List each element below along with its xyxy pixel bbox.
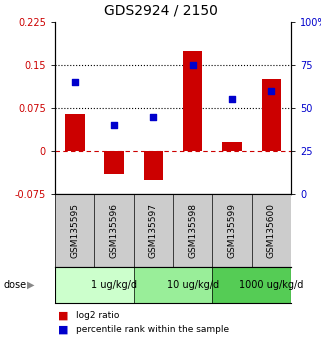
Bar <box>222 142 242 151</box>
Text: GSM135596: GSM135596 <box>109 203 118 258</box>
Bar <box>252 194 291 267</box>
Bar <box>143 151 163 180</box>
Point <box>269 88 274 93</box>
Point <box>190 62 195 68</box>
Bar <box>262 79 281 151</box>
Bar <box>94 194 134 267</box>
Text: ■: ■ <box>58 310 72 320</box>
Bar <box>65 114 84 151</box>
Text: GSM135599: GSM135599 <box>228 203 237 258</box>
Text: ▶: ▶ <box>27 280 34 290</box>
Bar <box>55 267 134 303</box>
Text: ■: ■ <box>58 325 72 335</box>
Text: dose: dose <box>3 280 26 290</box>
Bar <box>55 194 94 267</box>
Text: 1000 ug/kg/d: 1000 ug/kg/d <box>239 280 304 290</box>
Point <box>230 97 235 102</box>
Point <box>72 79 77 85</box>
Text: GSM135595: GSM135595 <box>70 203 79 258</box>
Text: GSM135597: GSM135597 <box>149 203 158 258</box>
Bar <box>134 267 212 303</box>
Bar <box>212 267 291 303</box>
Text: 1 ug/kg/d: 1 ug/kg/d <box>91 280 137 290</box>
Point <box>151 114 156 119</box>
Bar <box>212 194 252 267</box>
Text: log2 ratio: log2 ratio <box>76 311 119 320</box>
Text: GDS2924 / 2150: GDS2924 / 2150 <box>104 4 217 18</box>
Text: percentile rank within the sample: percentile rank within the sample <box>76 325 229 334</box>
Bar <box>183 51 203 151</box>
Bar <box>134 194 173 267</box>
Text: GSM135600: GSM135600 <box>267 203 276 258</box>
Point <box>111 122 117 128</box>
Bar <box>173 194 212 267</box>
Text: GSM135598: GSM135598 <box>188 203 197 258</box>
Bar <box>104 151 124 174</box>
Text: 10 ug/kg/d: 10 ug/kg/d <box>167 280 219 290</box>
